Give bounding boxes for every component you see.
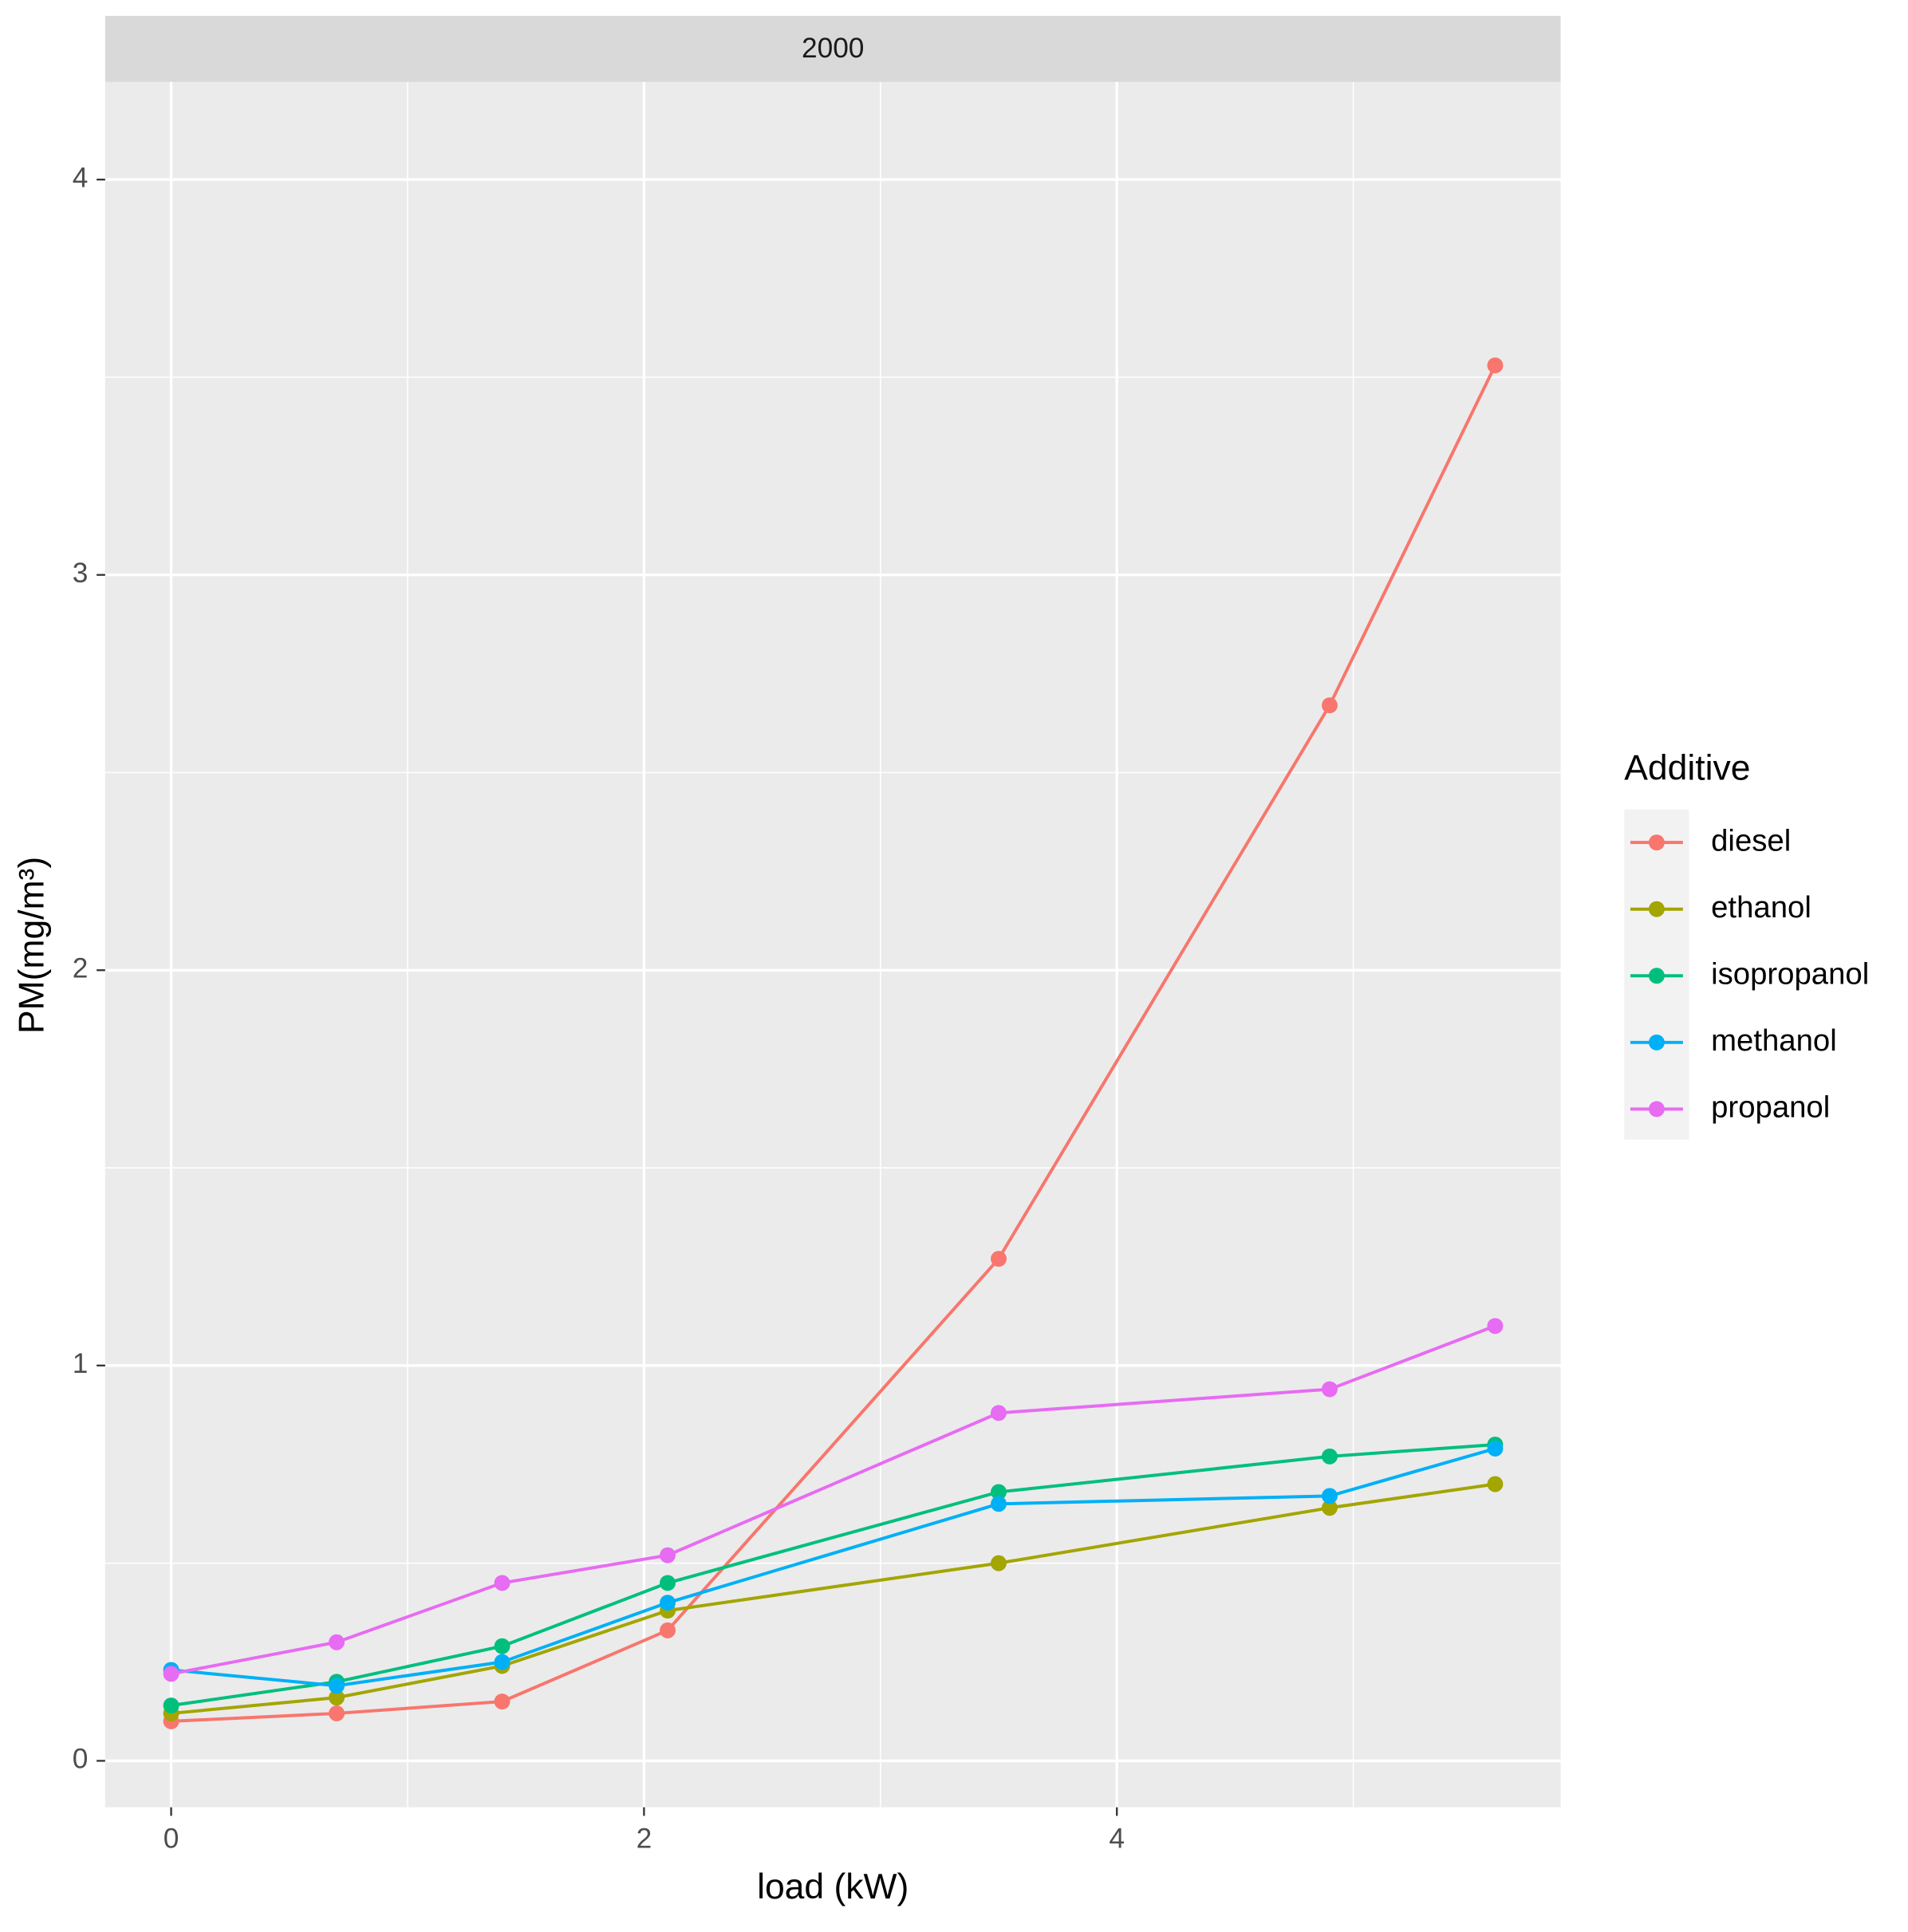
- legend-key-point: [1648, 834, 1665, 851]
- point: [494, 1693, 511, 1710]
- point: [991, 1405, 1007, 1421]
- point: [660, 1595, 676, 1611]
- y-tick-label: 0: [73, 1744, 89, 1775]
- x-tick-label: 4: [1109, 1823, 1125, 1854]
- point: [163, 1697, 179, 1713]
- legend-title: Additive: [1624, 748, 1750, 787]
- legend-label: propanol: [1711, 1090, 1830, 1124]
- point: [660, 1575, 676, 1591]
- y-tick-label: 4: [73, 162, 89, 193]
- y-tick-label: 2: [73, 953, 89, 984]
- y-tick-label: 1: [73, 1348, 89, 1379]
- point: [1321, 1381, 1338, 1398]
- point: [1321, 1500, 1338, 1516]
- point: [1487, 1318, 1504, 1335]
- point: [1321, 1448, 1338, 1465]
- point: [991, 1496, 1007, 1512]
- legend-label: ethanol: [1711, 890, 1811, 925]
- legend-label: methanol: [1711, 1023, 1837, 1058]
- point: [1487, 357, 1504, 373]
- point: [991, 1251, 1007, 1267]
- point: [660, 1622, 676, 1638]
- point: [991, 1555, 1007, 1571]
- y-axis-title: PM(mg/m³): [13, 857, 52, 1034]
- facet-strip: [104, 15, 1561, 82]
- point: [1321, 697, 1338, 714]
- x-axis-title: load (kW): [757, 1867, 909, 1906]
- x-tick-label: 0: [164, 1823, 179, 1854]
- point: [494, 1654, 511, 1670]
- point: [1321, 1488, 1338, 1504]
- legend-key-point: [1648, 901, 1665, 917]
- y-tick-label: 3: [73, 558, 89, 589]
- legend-label: diesel: [1711, 823, 1791, 858]
- point: [1487, 1440, 1504, 1457]
- point: [163, 1666, 179, 1682]
- point: [329, 1690, 345, 1706]
- point: [494, 1638, 511, 1654]
- legend-key-point: [1648, 1101, 1665, 1118]
- x-tick-label: 2: [637, 1823, 652, 1854]
- legend-key-point: [1648, 968, 1665, 984]
- point: [660, 1547, 676, 1563]
- point: [329, 1678, 345, 1694]
- point: [329, 1634, 345, 1650]
- panel: [104, 81, 1561, 1808]
- point: [329, 1705, 345, 1721]
- point: [494, 1575, 511, 1591]
- legend-label: isopropanol: [1711, 956, 1869, 991]
- facet-label: 2000: [802, 33, 864, 64]
- legend-key-point: [1648, 1034, 1665, 1051]
- point: [991, 1484, 1007, 1500]
- point: [1487, 1476, 1504, 1492]
